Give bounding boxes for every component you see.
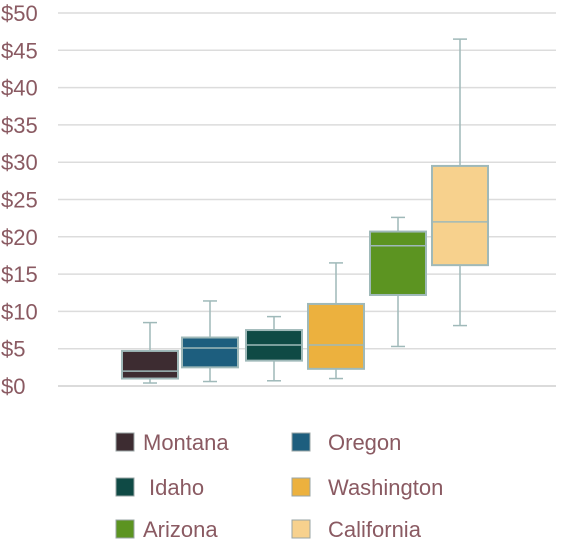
y-tick-label: $20 — [1, 225, 38, 250]
y-tick-label: $45 — [1, 38, 38, 63]
gridlines — [58, 12, 556, 387]
legend-item-montana: Montana — [115, 430, 229, 455]
box-washington — [307, 262, 365, 380]
box-california — [431, 38, 489, 327]
legend-item-oregon: Oregon — [291, 430, 401, 455]
box-iqr — [431, 164, 489, 267]
y-tick-label: $25 — [1, 188, 38, 213]
box-idaho — [245, 315, 303, 382]
legend-item-arizona: Arizona — [115, 517, 218, 542]
legend-item-idaho: Idaho — [115, 475, 204, 500]
box-oregon — [181, 300, 239, 383]
legend-label: Montana — [143, 430, 229, 455]
legend-swatch — [291, 432, 311, 452]
legend-swatch — [291, 519, 311, 539]
legend-label: Washington — [328, 475, 443, 500]
y-tick-label: $15 — [1, 262, 38, 287]
y-tick-label: $50 — [1, 1, 38, 26]
legend-item-california: California — [291, 517, 422, 542]
legend-label: California — [328, 517, 422, 542]
box-iqr — [181, 336, 239, 369]
y-axis-ticks: $0 $5 $10 $15 $20 $25 $30 $35 $40 $45 $50 — [1, 1, 38, 399]
legend-label: Oregon — [328, 430, 401, 455]
box-arizona — [369, 216, 427, 348]
box-series — [121, 38, 489, 384]
box-iqr — [121, 349, 179, 380]
box-iqr — [307, 302, 365, 370]
box-montana — [121, 321, 179, 384]
y-tick-label: $10 — [1, 299, 38, 324]
y-tick-label: $30 — [1, 150, 38, 175]
legend-label: Idaho — [149, 475, 204, 500]
box-iqr — [369, 230, 427, 296]
legend-swatch — [291, 477, 311, 497]
legend-swatch — [115, 432, 135, 452]
y-tick-label: $5 — [1, 337, 25, 362]
legend-swatch — [115, 477, 135, 497]
legend-item-washington: Washington — [291, 475, 443, 500]
legend: Montana Oregon Idaho Washington Arizona Calif… — [115, 430, 443, 542]
y-tick-label: $0 — [1, 374, 25, 399]
legend-label: Arizona — [143, 517, 218, 542]
y-tick-label: $40 — [1, 76, 38, 101]
y-tick-label: $35 — [1, 113, 38, 138]
legend-swatch — [115, 519, 135, 539]
